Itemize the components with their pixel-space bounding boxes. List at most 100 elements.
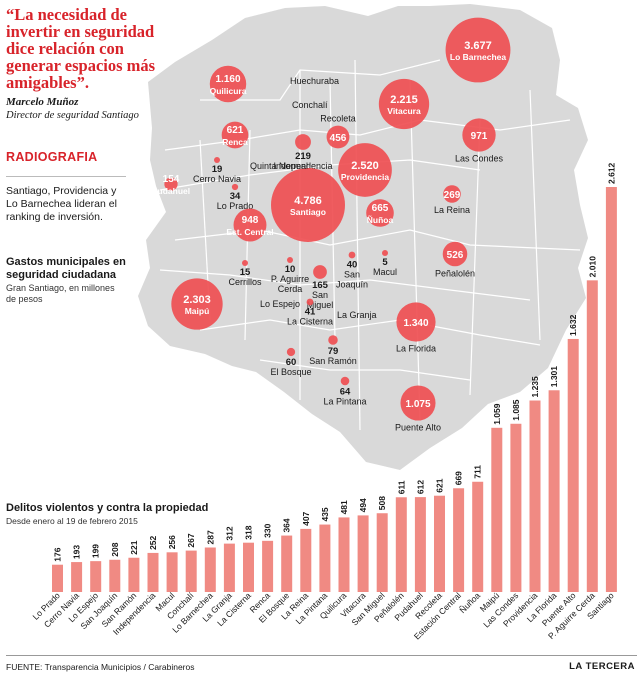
bar-vitacura [357,515,369,592]
bubble-macul [382,250,388,256]
bubble-la-pintana [340,376,350,386]
bubble-name-lo-barnechea: Lo Barnechea [450,52,506,62]
place-la-granja: La Granja [337,310,377,320]
bubble-la-cisterna [306,298,314,306]
bubble-name-p-aguirre-cerda: P. Aguirre [271,274,309,284]
bar-pudahuel [414,497,426,592]
chart-title: Delitos violentos y contra la propiedad [6,502,209,514]
bubble-value-la-pintana: 64 [340,386,351,397]
bar-san-ramon [128,557,140,592]
bubble-name-penalolen: Peñalolén [435,268,475,278]
bar-value-label: 494 [358,498,368,512]
bubble-name-la-pintana: La Pintana [323,396,366,406]
bubble-quilicura [209,65,247,103]
bar-san-joaquin [109,559,121,592]
bar-category-label: Ñuñoa [457,590,482,615]
bubble-value-cerro-navia: 19 [212,164,223,175]
bar-value-label: 669 [454,471,464,485]
bubble-san-ramon [328,335,338,345]
bar-la-florida [548,390,560,592]
bar-lo-espejo [90,561,102,592]
bar-value-label: 2.612 [606,162,616,184]
bubble-value-puente-alto: 1.075 [405,399,430,410]
bar-value-label: 481 [339,500,349,514]
bubble-el-bosque [286,347,296,357]
bar-renca [262,540,274,592]
bar-recoleta [434,495,445,592]
bar-santiago [605,187,617,592]
spending-title: Gastos municipales en seguridad ciudadan… [6,256,126,281]
bubble-lo-barnechea [445,17,511,83]
bar-value-label: 364 [282,518,292,532]
bubble-value-independencia: 219 [295,151,311,162]
bubble-san-miguel [313,265,327,279]
bubble-pudahuel [164,177,178,191]
bubble-name-recoleta: Recoleta [320,114,356,124]
bubble-recoleta [326,125,350,149]
bar-penalolen [395,497,407,592]
bar-las-condes [510,423,522,592]
bubble-value-quilicura: 1.160 [215,74,240,85]
bar-macul [166,552,178,592]
section-heading: RADIOGRAFIA [6,150,98,164]
bubble-nunoa [366,199,394,227]
bubble-value-p-aguirre-cerda: 10 [285,264,296,275]
bar-value-label: 318 [244,525,254,539]
bubble-name-cerro-navia: Cerro Navia [193,174,241,184]
bubble-value-recoleta: 456 [330,133,347,144]
bubble-penalolen [442,241,468,267]
place-lo-espejo: Lo Espejo [260,299,300,309]
bubble-maipu [171,278,223,330]
bubble-name-san-ramon: San Ramón [309,356,357,366]
bar-value-label: 208 [110,542,120,556]
bubble-value-san-joaquin: 40 [347,259,358,270]
source-note: FUENTE: Transparencia Municipios / Carab… [6,662,195,672]
bubble-name-est-central: Est. Central [226,227,273,237]
bar-conchali [185,550,197,592]
bubble-name-providencia: Providencia [341,172,389,182]
bubble-value-macul: 5 [382,257,388,268]
bubble-vitacura [378,78,430,130]
divider [6,176,126,177]
bar-cerro-navia [71,562,83,592]
bar-value-label: 267 [186,533,196,547]
bar-value-label: 1.235 [530,376,540,398]
bar-value-label: 435 [320,507,330,521]
bubble-las-condes [462,118,496,152]
bar-value-label: 1.632 [568,314,578,336]
bubble-value-la-florida: 1.340 [403,318,428,329]
bar-value-label: 1.059 [492,403,502,425]
place-conchali: Conchalí [292,100,328,110]
bubble-value-renca: 621 [227,125,244,136]
bubble-name-renca: Renca [222,137,248,147]
bar-value-label: 508 [377,496,387,510]
bubble-renca [221,121,249,149]
bubble-name-la-reina: La Reina [434,205,470,215]
bubble-value-est-central: 948 [242,215,259,226]
bar-la-pintana [319,524,331,592]
bar-la-cisterna [243,542,254,592]
bubble-name-cerrillos: Cerrillos [228,277,262,287]
bubble-value-pudahuel: 154 [163,174,180,185]
bubble-name-el-bosque: El Bosque [270,367,311,377]
bar-la-granja [223,543,235,592]
bar-la-reina [300,528,312,592]
quote: “La necesidad de invertir en seguridad d… [6,5,156,92]
bar-lo-prado [52,564,63,592]
bubble-value-santiago: 4.786 [294,195,322,207]
bubble-la-florida [396,302,436,342]
bubble-value-penalolen: 526 [447,250,464,261]
bubble-name-santiago: Santiago [290,207,326,217]
bar-value-label: 193 [72,545,82,559]
bar-value-label: 1.085 [511,399,521,421]
footer-rule [6,655,637,656]
bar-maipu [491,427,503,592]
quote-author: Marcelo Muñoz [6,96,79,108]
quote-author-role: Director de seguridad Santiago [6,110,139,121]
bubble-value-la-reina: 269 [444,190,461,201]
bar-nunoa [472,481,484,592]
bar-value-label: 176 [53,547,63,561]
bubble-p-aguirre-cerda [287,257,293,263]
bubble-name-san-miguel: Miguel [307,300,334,310]
